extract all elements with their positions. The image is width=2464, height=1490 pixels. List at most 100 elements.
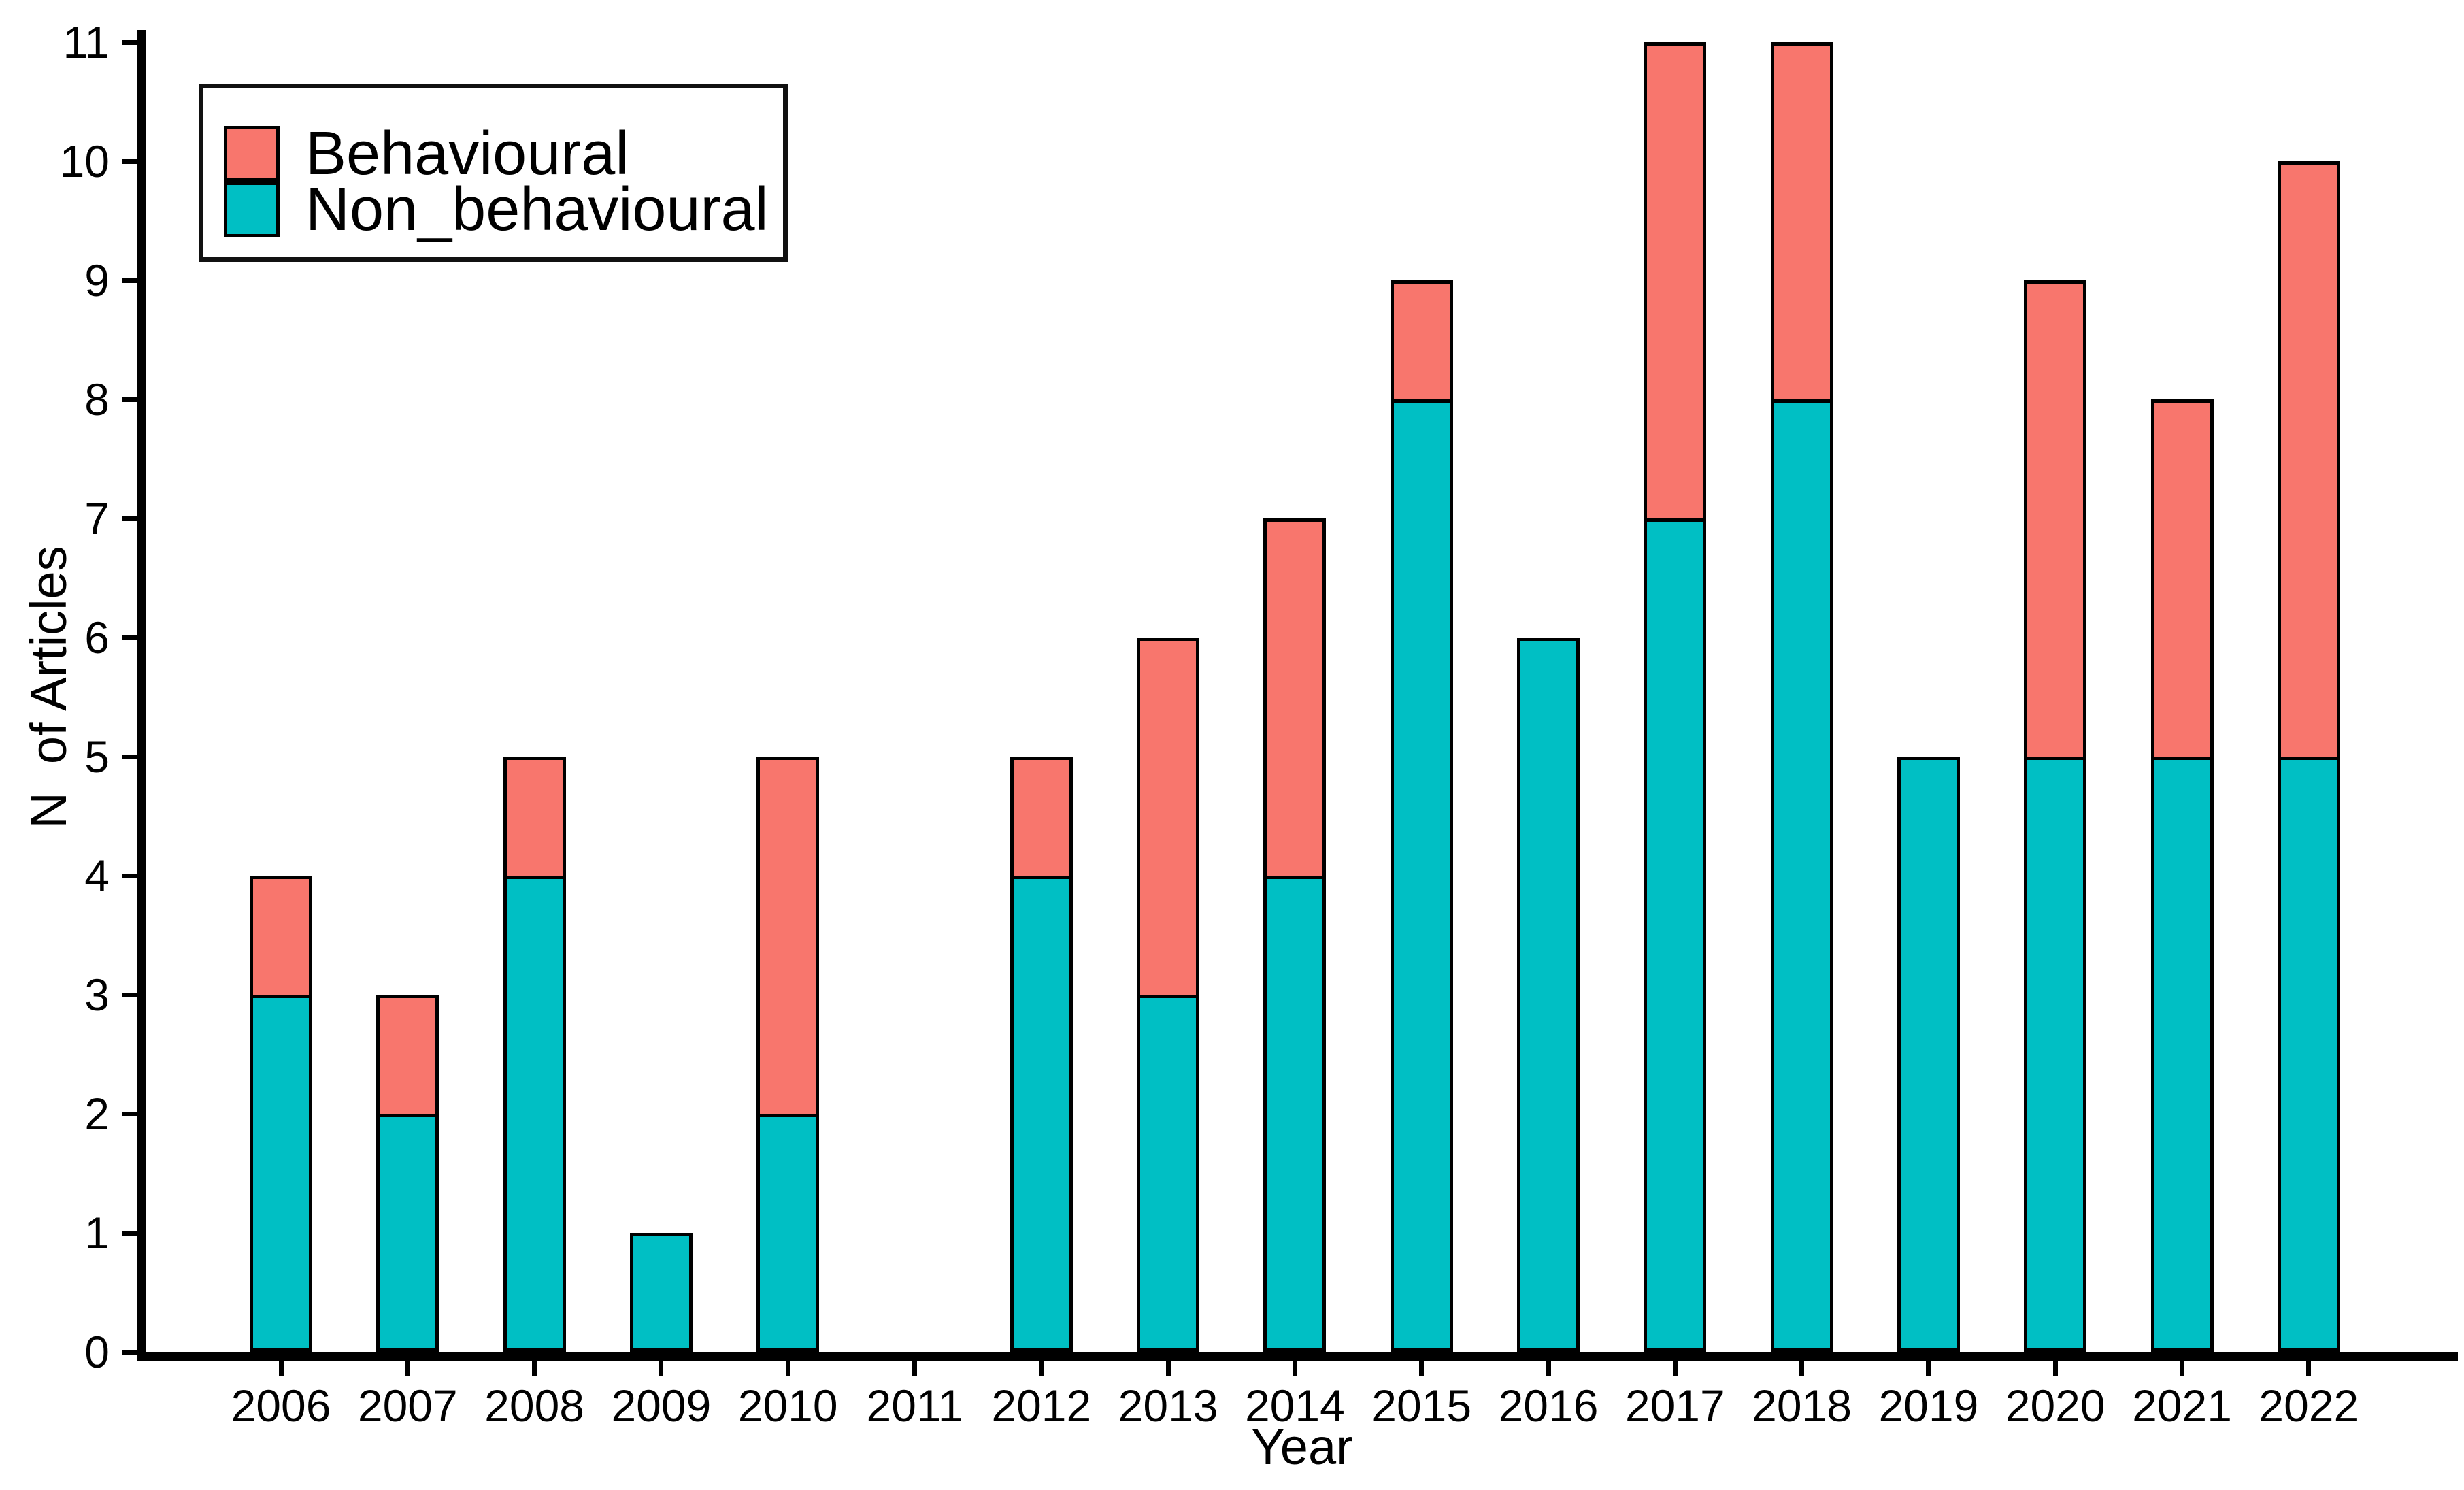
- y-tick-label-6: 6: [84, 612, 110, 663]
- x-tick-2021: [2180, 1361, 2184, 1376]
- x-tick-label-2009: 2009: [611, 1380, 712, 1431]
- bar-segment-2016-non_behavioural: [1517, 638, 1580, 1352]
- x-tick-label-2012: 2012: [991, 1380, 1092, 1431]
- x-tick-2008: [532, 1361, 537, 1376]
- bar-segment-2006-non_behavioural: [250, 995, 312, 1352]
- bar-segment-2022-non_behavioural: [2277, 757, 2340, 1352]
- y-tick-label-5: 5: [84, 731, 110, 782]
- y-tick-0: [122, 1349, 137, 1355]
- bar-segment-2006-behavioural: [250, 876, 312, 998]
- x-tick-2007: [405, 1361, 410, 1376]
- y-tick-label-2: 2: [84, 1089, 110, 1139]
- bar-segment-2018-behavioural: [1770, 42, 1833, 403]
- bar-segment-2022-behavioural: [2277, 161, 2340, 760]
- x-tick-2012: [1039, 1361, 1044, 1376]
- x-tick-label-2021: 2021: [2132, 1380, 2232, 1431]
- y-tick-6: [122, 635, 137, 640]
- y-tick-label-1: 1: [84, 1208, 110, 1258]
- x-tick-2016: [1546, 1361, 1551, 1376]
- y-tick-label-8: 8: [84, 374, 110, 425]
- x-tick-label-2014: 2014: [1244, 1380, 1345, 1431]
- bar-segment-2021-non_behavioural: [2150, 757, 2214, 1352]
- legend-label-non-behavioural: Non_behavioural: [305, 176, 769, 244]
- y-tick-3: [122, 992, 137, 997]
- y-tick-label-7: 7: [84, 493, 110, 544]
- y-tick-4: [122, 873, 137, 878]
- bar-segment-2014-behavioural: [1263, 518, 1327, 879]
- x-tick-label-2015: 2015: [1371, 1380, 1472, 1431]
- bar-segment-2009-non_behavioural: [629, 1233, 693, 1352]
- y-tick-10: [122, 159, 137, 164]
- bar-segment-2020-non_behavioural: [2024, 757, 2087, 1352]
- x-tick-label-2007: 2007: [357, 1380, 458, 1431]
- plot-area: 0 1 2 3 4 5 6 7 8 9 10 11 2006 2007 2008 2009 2010 2011 2…: [60, 18, 2458, 1429]
- x-axis-line: [137, 1352, 2458, 1361]
- bar-segment-2014-non_behavioural: [1263, 876, 1327, 1352]
- x-tick-label-2019: 2019: [1878, 1380, 1979, 1431]
- legend: Behavioural Non_behavioural: [199, 84, 788, 262]
- bar-segment-2019-non_behavioural: [1897, 757, 1960, 1352]
- y-tick-2: [122, 1111, 137, 1116]
- x-tick-2018: [1799, 1361, 1805, 1376]
- bar-segment-2017-behavioural: [1644, 42, 1707, 522]
- bar-segment-2018-non_behavioural: [1770, 399, 1833, 1352]
- y-axis-title: N of Articles: [20, 546, 77, 829]
- y-tick-label-11: 11: [63, 17, 110, 67]
- x-tick-2006: [278, 1361, 284, 1376]
- bar-segment-2013-behavioural: [1137, 638, 1200, 998]
- legend-row-behavioural: Behavioural: [224, 120, 783, 188]
- bar-segment-2013-non_behavioural: [1137, 995, 1200, 1352]
- x-tick-label-2008: 2008: [484, 1380, 584, 1431]
- x-tick-2022: [2306, 1361, 2312, 1376]
- x-tick-label-2011: 2011: [866, 1380, 963, 1431]
- bar-segment-2020-behavioural: [2024, 280, 2087, 760]
- bar-segment-2012-non_behavioural: [1010, 876, 1073, 1352]
- x-tick-label-2017: 2017: [1625, 1380, 1725, 1431]
- bar-segment-2015-non_behavioural: [1390, 399, 1453, 1352]
- y-tick-label-0: 0: [84, 1327, 110, 1377]
- y-tick-label-9: 9: [84, 255, 110, 305]
- bar-segment-2010-behavioural: [756, 757, 820, 1117]
- y-tick-9: [122, 278, 137, 283]
- x-tick-label-2010: 2010: [737, 1380, 838, 1431]
- bar-segment-2012-behavioural: [1010, 757, 1073, 879]
- y-tick-label-4: 4: [84, 850, 110, 901]
- bar-segment-2007-behavioural: [376, 995, 439, 1117]
- x-tick-2009: [659, 1361, 664, 1376]
- x-tick-label-2018: 2018: [1752, 1380, 1852, 1431]
- x-tick-2015: [1419, 1361, 1425, 1376]
- y-tick-label-3: 3: [84, 970, 110, 1020]
- y-tick-7: [122, 516, 137, 521]
- bar-segment-2008-non_behavioural: [503, 876, 566, 1352]
- x-tick-2019: [1926, 1361, 1931, 1376]
- bar-segment-2007-non_behavioural: [376, 1114, 439, 1352]
- x-tick-2013: [1165, 1361, 1171, 1376]
- bar-segment-2017-non_behavioural: [1644, 518, 1707, 1352]
- bar-segment-2015-behavioural: [1390, 280, 1453, 403]
- legend-swatch-behavioural-icon: [224, 126, 280, 182]
- x-tick-2017: [1672, 1361, 1678, 1376]
- y-tick-11: [122, 39, 137, 45]
- x-tick-label-2016: 2016: [1498, 1380, 1599, 1431]
- legend-row-non-behavioural: Non_behavioural: [224, 176, 783, 244]
- x-axis-title: Year: [1251, 1419, 1353, 1475]
- x-tick-2014: [1292, 1361, 1297, 1376]
- x-tick-2010: [785, 1361, 790, 1376]
- x-tick-2020: [2052, 1361, 2058, 1376]
- x-tick-label-2022: 2022: [2259, 1380, 2359, 1431]
- x-tick-2011: [912, 1361, 917, 1376]
- y-axis-line: [137, 30, 146, 1361]
- x-tick-label-2013: 2013: [1118, 1380, 1218, 1431]
- bar-segment-2021-behavioural: [2150, 399, 2214, 760]
- bar-segment-2008-behavioural: [503, 757, 566, 879]
- bar-segment-2010-non_behavioural: [756, 1114, 820, 1352]
- x-tick-label-2006: 2006: [231, 1380, 331, 1431]
- y-tick-label-10: 10: [59, 136, 110, 186]
- y-tick-1: [122, 1230, 137, 1236]
- x-tick-label-2020: 2020: [2005, 1380, 2105, 1431]
- y-tick-5: [122, 754, 137, 759]
- legend-swatch-non-behavioural-icon: [224, 182, 280, 237]
- y-tick-8: [122, 397, 137, 402]
- legend-label-behavioural: Behavioural: [305, 120, 629, 188]
